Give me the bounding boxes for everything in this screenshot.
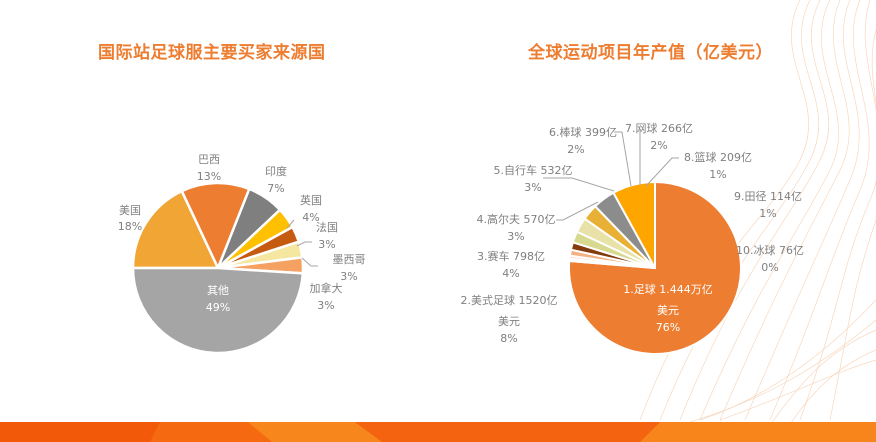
pct-racing: 4%	[502, 267, 519, 280]
label-canada: 加拿大	[310, 281, 343, 295]
right-pie-leader-lines	[543, 130, 679, 221]
pct-american-football: 8%	[500, 332, 517, 345]
pct-tennis: 2%	[650, 139, 667, 152]
label-usa: 美国	[119, 204, 141, 217]
label-baseball: 6.棒球 399亿	[549, 125, 617, 139]
label-racing: 3.赛车 798亿	[477, 249, 545, 263]
pie-slice	[131, 266, 305, 355]
label-cycling: 5.自行车 532亿	[494, 163, 573, 177]
label-france: 法国	[316, 220, 338, 234]
pct-mexico: 3%	[340, 270, 357, 283]
label-uk: 英国	[300, 193, 322, 207]
right-pie-slices	[568, 180, 742, 355]
pct-football: 76%	[656, 321, 680, 334]
label-golf: 4.高尔夫 570亿	[477, 212, 556, 226]
right-chart-title: 全球运动项目年产值（亿美元）	[528, 43, 773, 63]
label-others: 其他	[207, 284, 229, 297]
left-pie-leader-lines	[286, 219, 318, 267]
label-mexico: 墨西哥	[333, 253, 366, 266]
right-pie-labels: 6.棒球 399亿 2% 7.网球 266亿 2% 8.篮球 209亿 1% 5…	[461, 121, 805, 345]
pct-others: 49%	[206, 301, 230, 314]
pct-canada: 3%	[317, 299, 334, 312]
label-ice-hockey: 10.冰球 76亿	[736, 243, 804, 257]
pie-slice	[568, 180, 742, 355]
label-india: 印度	[265, 164, 287, 178]
pct-france: 3%	[318, 238, 335, 251]
label-athletics: 9.田径 114亿	[734, 190, 802, 203]
label-basketball: 8.篮球 209亿	[684, 150, 752, 164]
label-american-football: 2.美式足球 1520亿	[461, 293, 558, 307]
pct-baseball: 2%	[567, 143, 584, 156]
pct-cycling: 3%	[524, 181, 541, 194]
pie-slice	[131, 189, 220, 270]
left-chart-title: 国际站足球服主要买家来源国	[98, 43, 326, 63]
pie-slice	[612, 180, 656, 269]
left-pie-labels: 美国 18% 巴西 13% 印度 7% 英国 4% 法国 3% 墨西哥 3% 加…	[118, 153, 366, 314]
pct-usa: 18%	[118, 220, 142, 233]
unit-american-football: 美元	[498, 315, 520, 328]
pct-ice-hockey: 0%	[761, 261, 778, 274]
pie-slice	[180, 181, 251, 272]
unit-football: 美元	[657, 304, 679, 317]
label-football: 1.足球 1.444万亿	[623, 282, 712, 296]
label-tennis: 7.网球 266亿	[625, 121, 693, 135]
label-brazil: 巴西	[198, 153, 220, 166]
pct-golf: 3%	[507, 230, 524, 243]
pct-india: 7%	[267, 182, 284, 195]
pct-athletics: 1%	[759, 207, 776, 220]
left-pie-slices	[131, 181, 305, 355]
pct-brazil: 13%	[197, 170, 221, 183]
pct-uk: 4%	[302, 211, 319, 224]
pct-basketball: 1%	[709, 168, 726, 181]
footer-band	[0, 422, 876, 442]
